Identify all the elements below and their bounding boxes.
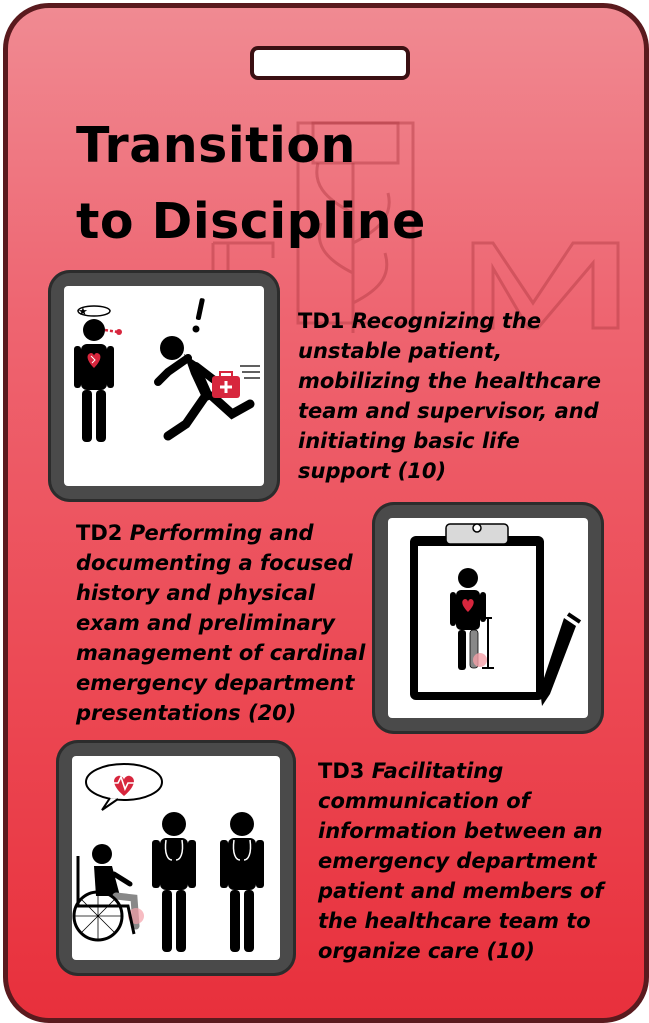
physician-icon bbox=[152, 812, 196, 952]
td3-illustration bbox=[56, 740, 296, 976]
physician-icon bbox=[220, 812, 264, 952]
id-badge: Transition to Discipline ★ bbox=[3, 3, 649, 1023]
td3-count: (10) bbox=[486, 939, 535, 963]
td2-code: TD2 bbox=[76, 521, 123, 545]
title-line-2: to Discipline bbox=[76, 193, 426, 250]
td1-text: Recognizing the unstable patient, mobili… bbox=[298, 309, 601, 483]
heart-speech-bubble-icon bbox=[85, 763, 163, 811]
td1-illustration: ★ bbox=[48, 270, 280, 502]
td2-count: (20) bbox=[247, 701, 297, 725]
td1-scene: ★ bbox=[74, 298, 260, 442]
clipboard-exam-icon bbox=[410, 523, 544, 700]
td3-description: TD3 Facilitating communication of inform… bbox=[318, 756, 618, 966]
running-responder-icon bbox=[154, 298, 260, 441]
td3-text: Facilitating communication of informatio… bbox=[318, 759, 604, 963]
td1-description: TD1 Recognizing the unstable patient, mo… bbox=[298, 306, 618, 486]
wheelchair-patient-icon bbox=[72, 844, 144, 942]
td1-code: TD1 bbox=[298, 309, 345, 333]
td2-scene bbox=[410, 523, 582, 706]
td3-scene bbox=[72, 763, 264, 952]
td2-illustration bbox=[372, 502, 604, 734]
td3-code: TD3 bbox=[318, 759, 365, 783]
td2-description: TD2 Performing and documenting a focused… bbox=[76, 518, 366, 728]
lanyard-slot bbox=[250, 46, 410, 80]
pen-icon bbox=[540, 612, 582, 706]
svg-text:★: ★ bbox=[78, 305, 88, 318]
td2-text: Performing and documenting a focused his… bbox=[76, 521, 366, 725]
badge-title: Transition to Discipline bbox=[76, 108, 426, 260]
unstable-patient-icon: ★ bbox=[74, 305, 122, 442]
td1-count: (10) bbox=[397, 459, 447, 483]
title-line-1: Transition bbox=[76, 117, 356, 174]
